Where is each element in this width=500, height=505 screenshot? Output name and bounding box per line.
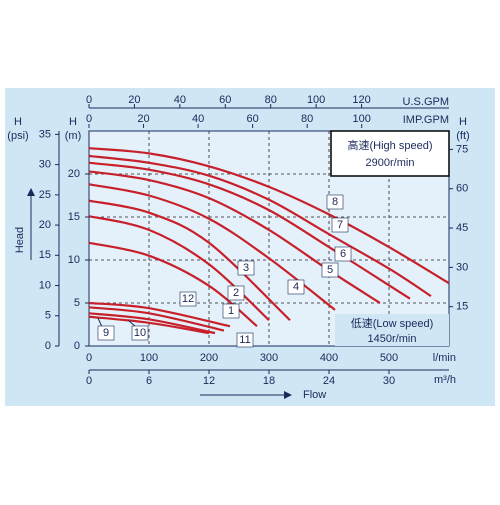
curve-label: 9 [103,327,109,339]
y-tick-label: 10 [68,254,80,266]
curve-label: 1 [228,305,234,317]
y-tick-label: 20 [68,168,80,180]
y2-tick-label: 60 [456,183,468,195]
curve-label: 7 [337,219,343,231]
psi-title: H [14,116,22,128]
y-tick-label: 0 [74,340,80,352]
psi-tick-label: 25 [39,189,51,201]
label-box [179,291,197,307]
label-box [321,262,339,278]
m-unit: (m) [65,130,82,142]
label-box [287,279,305,295]
axis-tick-label: 30 [383,375,395,387]
high-speed-rpm: 2900r/min [366,157,415,169]
x-tick-label: 0 [86,352,92,364]
y2-tick-label: 15 [456,301,468,313]
label-box [237,260,255,276]
ft-title: H [459,116,467,128]
x-tick-label: 500 [380,352,398,364]
low-speed-label: 低速(Low speed) [351,317,434,330]
usgpm-label: U.S.GPM [403,96,449,108]
axis-tick-label: 100 [353,113,371,125]
label-box [236,332,254,348]
curve [88,315,210,335]
m3h-label: m³/h [434,374,456,386]
x-tick-label: 400 [320,352,338,364]
curve-label: 11 [239,334,250,346]
psi-tick-label: 20 [39,219,51,231]
psi-tick-label: 5 [45,310,51,322]
ft-unit: (ft) [456,130,469,142]
axis-tick-label: 0 [86,94,92,106]
high-speed-box [330,130,450,177]
curve [88,183,336,311]
curve-label: 4 [293,281,299,293]
curve-label: 12 [182,293,194,305]
axis-tick-label: 80 [265,94,277,106]
low-speed-rpm: 1450r/min [368,333,417,345]
head-arrow-head [27,188,35,196]
axis-tick-label: 20 [137,113,149,125]
x-tick-label: 300 [260,352,278,364]
curve-label: 8 [332,196,338,208]
low-speed-box [335,314,449,346]
curve-label: 6 [340,248,346,260]
label-box [331,217,349,233]
axis-tick-label: 18 [263,375,275,387]
curve [88,306,225,332]
axis-tick-label: 0 [86,113,92,125]
axis-tick-label: 0 [86,375,92,387]
curve [88,199,291,321]
high-speed-label: 高速(High speed) [348,138,433,152]
label-box [227,285,245,301]
axis-tick-label: 12 [203,375,215,387]
curve [88,301,231,328]
axis-tick-label: 6 [146,375,152,387]
x-tick-label: 200 [200,352,218,364]
axis-tick-label: 60 [247,113,259,125]
axis-tick-label: 40 [192,113,204,125]
label-box [334,246,352,262]
curve [88,147,450,285]
y-tick-label: 5 [74,297,80,309]
curve-label: 2 [233,287,239,299]
y2-tick-label: 30 [456,261,468,273]
leader-line [97,317,103,328]
label-box [131,325,149,341]
label-box [222,303,240,319]
psi-unit: (psi) [7,130,28,142]
label-box [326,194,344,210]
lmin-label: l/min [433,352,456,364]
curve [88,154,432,298]
axis-tick-label: 120 [352,94,370,106]
axis-tick-label: 24 [323,375,335,387]
psi-tick-label: 35 [39,128,51,140]
curve-label: 3 [243,262,249,274]
axis-tick-label: 60 [219,94,231,106]
psi-tick-label: 15 [39,249,51,261]
psi-tick-label: 0 [45,340,51,352]
curve-label: 10 [134,327,146,339]
x-tick-label: 100 [140,352,158,364]
curve-label: 5 [327,264,333,276]
axis-tick-label: 100 [307,94,325,106]
m-title: H [69,116,77,128]
curve [88,312,216,335]
x-axis-title: Flow [303,389,326,401]
flow-arrow-head [284,391,292,399]
axis-tick-label: 20 [128,94,140,106]
label-box [97,325,115,341]
psi-tick-label: 30 [39,159,51,171]
curve [88,215,270,322]
y-axis-title: Head [14,227,26,253]
axis-tick-label: 40 [174,94,186,106]
axis-tick-label: 80 [301,113,313,125]
y2-tick-label: 45 [456,222,468,234]
y2-tick-label: 75 [456,143,468,155]
psi-tick-label: 10 [39,279,51,291]
y-tick-label: 15 [68,211,80,223]
impgpm-label: IMP.GPM [403,114,449,126]
